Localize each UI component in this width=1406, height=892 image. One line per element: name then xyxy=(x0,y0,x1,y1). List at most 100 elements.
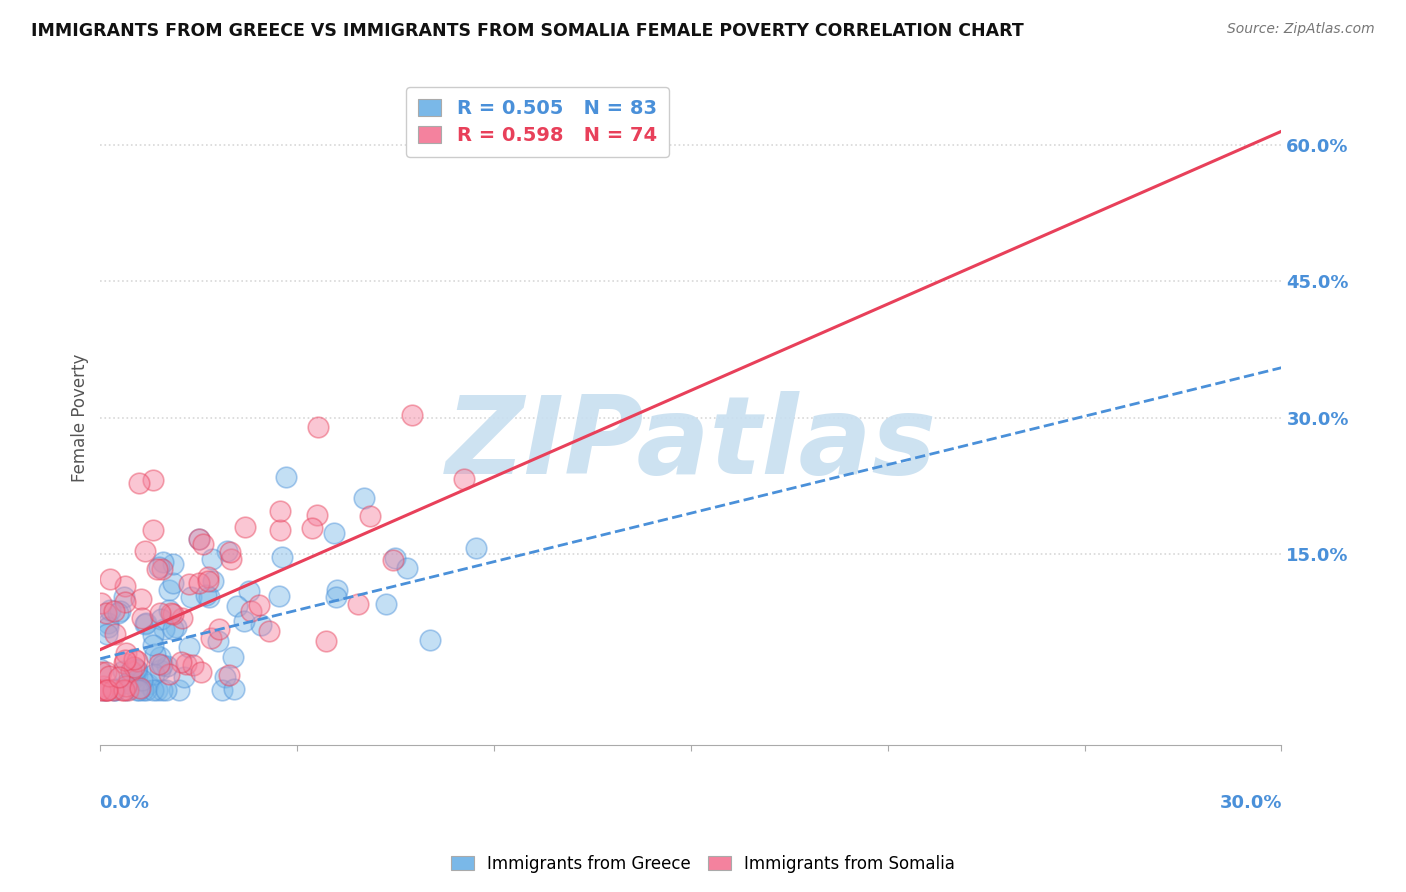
Point xyxy=(249,618,271,632)
Point xyxy=(135,616,157,631)
Y-axis label: Female Poverty: Female Poverty xyxy=(72,353,89,482)
Point xyxy=(219,552,242,566)
Point xyxy=(96,606,118,620)
Point xyxy=(114,679,136,693)
Point xyxy=(269,589,291,603)
Point xyxy=(179,577,201,591)
Point xyxy=(107,671,129,685)
Point xyxy=(170,655,193,669)
Point xyxy=(247,598,270,612)
Point xyxy=(122,671,145,685)
Point xyxy=(153,622,176,636)
Point xyxy=(173,670,195,684)
Point xyxy=(134,616,156,631)
Point xyxy=(103,683,125,698)
Point xyxy=(193,537,215,551)
Point xyxy=(162,557,184,571)
Point xyxy=(305,508,328,522)
Point xyxy=(115,675,138,690)
Point xyxy=(207,634,229,648)
Point xyxy=(89,683,111,698)
Point xyxy=(104,683,127,698)
Point xyxy=(124,652,146,666)
Point xyxy=(149,612,172,626)
Point xyxy=(257,624,280,638)
Point xyxy=(142,628,165,642)
Point xyxy=(152,683,174,698)
Point xyxy=(131,673,153,687)
Point xyxy=(269,523,291,537)
Point xyxy=(155,683,177,698)
Point xyxy=(146,562,169,576)
Point xyxy=(112,591,135,605)
Point xyxy=(135,683,157,698)
Point xyxy=(112,683,135,698)
Point xyxy=(194,588,217,602)
Point xyxy=(465,541,488,556)
Point xyxy=(114,579,136,593)
Text: ZIPatlas: ZIPatlas xyxy=(446,391,936,497)
Point xyxy=(222,681,245,696)
Point xyxy=(142,683,165,698)
Point xyxy=(162,576,184,591)
Point xyxy=(89,662,111,676)
Point xyxy=(401,408,423,422)
Point xyxy=(129,591,152,606)
Point xyxy=(98,603,121,617)
Point xyxy=(143,647,166,661)
Point xyxy=(214,670,236,684)
Point xyxy=(197,574,219,588)
Point xyxy=(226,599,249,613)
Point xyxy=(124,662,146,676)
Point xyxy=(98,669,121,683)
Point xyxy=(134,543,156,558)
Point xyxy=(218,545,240,559)
Text: 0.0%: 0.0% xyxy=(100,794,149,812)
Point xyxy=(121,670,143,684)
Point xyxy=(120,663,142,677)
Point xyxy=(107,607,129,621)
Text: 30.0%: 30.0% xyxy=(1220,794,1282,812)
Point xyxy=(384,550,406,565)
Point xyxy=(211,683,233,698)
Point xyxy=(93,679,115,693)
Point xyxy=(301,520,323,534)
Point xyxy=(97,619,120,633)
Point xyxy=(167,683,190,698)
Point xyxy=(159,606,181,620)
Point xyxy=(96,683,118,698)
Point xyxy=(149,606,172,620)
Point xyxy=(142,473,165,487)
Point xyxy=(120,664,142,678)
Point xyxy=(111,683,134,698)
Point xyxy=(395,561,418,575)
Point xyxy=(157,582,180,597)
Point xyxy=(202,574,225,589)
Point xyxy=(127,654,149,668)
Point xyxy=(131,611,153,625)
Point xyxy=(90,596,112,610)
Point xyxy=(117,683,139,698)
Point xyxy=(177,640,200,654)
Point xyxy=(188,576,211,591)
Point xyxy=(233,615,256,629)
Point xyxy=(148,560,170,574)
Point xyxy=(374,598,396,612)
Point xyxy=(197,570,219,584)
Point xyxy=(353,491,375,505)
Point xyxy=(150,562,173,576)
Point xyxy=(125,663,148,677)
Point xyxy=(322,526,344,541)
Point xyxy=(97,615,120,630)
Point xyxy=(359,509,381,524)
Point xyxy=(128,683,150,698)
Point xyxy=(150,658,173,673)
Point xyxy=(181,657,204,672)
Point xyxy=(239,604,262,618)
Point xyxy=(176,657,198,672)
Point xyxy=(96,683,118,698)
Point xyxy=(201,552,224,566)
Point xyxy=(381,553,404,567)
Point xyxy=(274,470,297,484)
Point xyxy=(200,631,222,645)
